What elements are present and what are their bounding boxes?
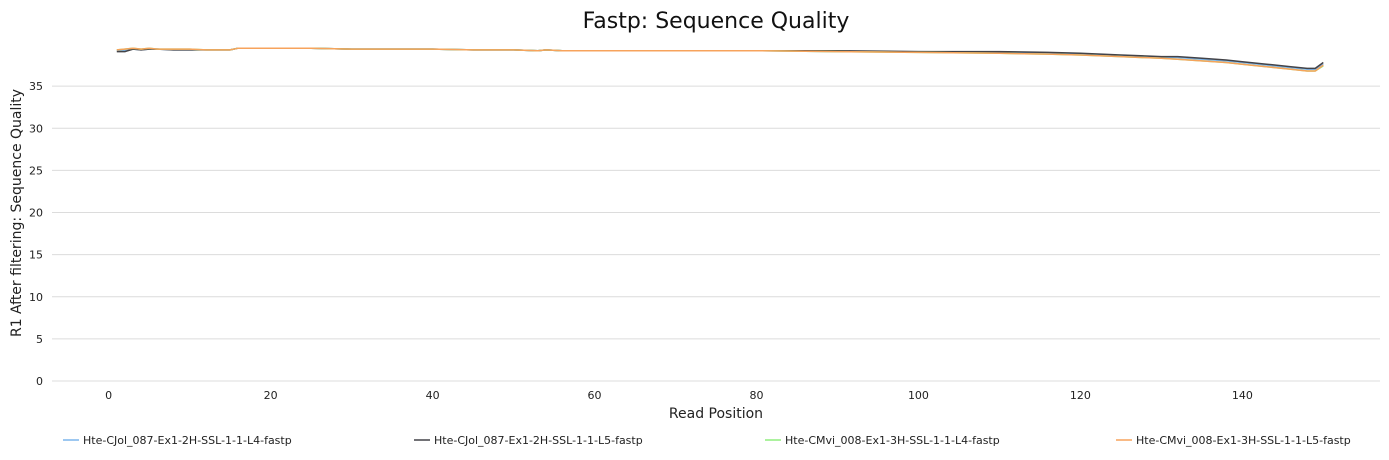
x-tick-label: 140 [1232,389,1253,402]
x-tick-label: 0 [105,389,112,402]
legend: Hte-CJol_087-Ex1-2H-SSL-1-1-L4-fastp Hte-… [63,434,1351,447]
y-tick-label: 30 [29,122,43,135]
legend-label: Hte-CMvi_008-Ex1-3H-SSL-1-1-L4-fastp [785,434,1000,447]
y-tick-label: 35 [29,80,43,93]
legend-item[interactable]: Hte-CMvi_008-Ex1-3H-SSL-1-1-L4-fastp [765,434,1000,447]
y-tick-label: 25 [29,164,43,177]
y-tick-label: 0 [36,375,43,388]
x-axis-ticks: 0 20 40 60 80 100 120 140 [105,389,1253,402]
y-tick-label: 20 [29,207,43,220]
legend-item[interactable]: Hte-CJol_087-Ex1-2H-SSL-1-1-L4-fastp [63,434,292,447]
legend-item[interactable]: Hte-CJol_087-Ex1-2H-SSL-1-1-L5-fastp [414,434,643,447]
x-tick-label: 80 [749,389,763,402]
y-axis-ticks: 0 5 10 15 20 25 30 35 [29,80,43,388]
series-line-4 [116,47,1324,72]
x-tick-label: 40 [426,389,440,402]
grid-lines [52,85,1380,382]
y-tick-label: 15 [29,249,43,262]
series-line-3 [116,47,1324,72]
legend-label: Hte-CJol_087-Ex1-2H-SSL-1-1-L5-fastp [434,434,643,447]
y-tick-label: 10 [29,291,43,304]
y-axis-label: R1 After filtering: Sequence Quality [9,89,25,337]
series-lines [116,47,1324,72]
legend-label: Hte-CMvi_008-Ex1-3H-SSL-1-1-L5-fastp [1136,434,1351,447]
x-tick-label: 120 [1070,389,1091,402]
legend-label: Hte-CJol_087-Ex1-2H-SSL-1-1-L4-fastp [83,434,292,447]
x-tick-label: 20 [264,389,278,402]
y-tick-label: 5 [36,333,43,346]
x-tick-label: 100 [908,389,929,402]
chart-title: Fastp: Sequence Quality [583,9,850,34]
x-tick-label: 60 [588,389,602,402]
x-axis-label: Read Position [669,406,763,422]
legend-item[interactable]: Hte-CMvi_008-Ex1-3H-SSL-1-1-L5-fastp [1116,434,1351,447]
